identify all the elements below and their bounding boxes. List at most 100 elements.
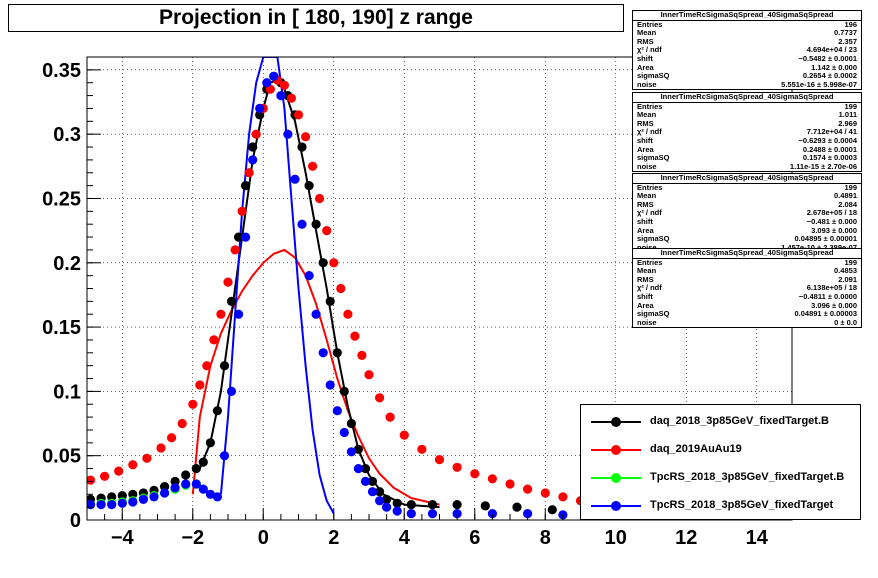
data-point [195, 380, 205, 390]
data-point [117, 498, 127, 508]
data-point [181, 479, 191, 489]
data-point [297, 219, 307, 229]
stat-row: χ² / ndf 7.712e+04 / 41 [633, 128, 861, 137]
data-point [452, 462, 462, 472]
stat-row: χ² / ndf 4.694e+04 / 23 [633, 46, 861, 55]
data-point [364, 370, 374, 380]
data-point [318, 258, 328, 268]
stat-key: RMS [637, 274, 654, 284]
legend-label: daq_2019AuAu19 [650, 443, 742, 455]
stat-row: shift −0.5482 ± 0.0001 [633, 54, 861, 64]
stat-value: 2.678e+05 / 18 [806, 208, 857, 218]
data-point [223, 277, 233, 287]
legend-entry-tpcrs-b: TpcRS_2018_3p85GeV_fixedTarget.B [581, 467, 860, 489]
data-point [353, 464, 363, 474]
data-point [329, 258, 339, 268]
data-point [128, 489, 138, 499]
stat-key: sigmaSQ [637, 234, 670, 244]
stat-key: shift [637, 216, 653, 226]
data-point [293, 110, 304, 120]
data-point [251, 129, 261, 139]
data-point [427, 500, 438, 510]
data-point [325, 296, 335, 306]
stat-row: shift −0.4811 ± 0.0000 [633, 292, 861, 302]
stat-row: Mean 0.4891 [633, 192, 861, 201]
y-tick-label: 0.35 [42, 60, 81, 82]
stat-key: RMS [637, 199, 654, 209]
stat-box: InnerTimeRcSigmaSqSpread_40SigmaSqSpread… [632, 10, 862, 91]
data-point [367, 487, 378, 497]
stat-key: sigmaSQ [637, 309, 670, 319]
data-point [160, 488, 170, 498]
stat-value: 199 [844, 182, 857, 192]
stat-key: sigmaSQ [637, 153, 670, 163]
data-point [212, 492, 222, 502]
data-point [170, 476, 180, 486]
data-point [234, 309, 244, 319]
stat-box-header: InnerTimeRcSigmaSqSpread_40SigmaSqSpread [633, 92, 861, 103]
x-tick-label: 8 [540, 527, 551, 549]
stat-value: 0.04895 ± 0.00001 [794, 234, 857, 244]
x-tick-label: −4 [111, 527, 135, 549]
stat-key: Entries [637, 182, 663, 192]
data-point [360, 464, 371, 474]
stat-box-header: InnerTimeRcSigmaSqSpread_40SigmaSqSpread [633, 10, 861, 21]
y-tick-label: 0 [70, 510, 81, 532]
data-point [301, 132, 311, 142]
stat-row: Area 3.093 ± 0.000 [633, 226, 861, 236]
data-point [332, 406, 342, 416]
series [87, 71, 792, 520]
data-point [318, 348, 328, 358]
stat-value: 199 [844, 257, 857, 267]
stat-value: 196 [844, 19, 857, 29]
stat-row: Area 1.142 ± 0.000 [633, 63, 861, 73]
data-point [138, 494, 148, 504]
data-point [96, 500, 106, 510]
fit-curve [191, 248, 440, 506]
stat-value: 2.091 [838, 274, 857, 284]
legend-marker [611, 445, 621, 455]
stat-key: noise [637, 317, 657, 327]
data-point [382, 502, 392, 512]
data-point [452, 508, 462, 519]
stat-value: 0 ± 0.0 [834, 317, 857, 327]
data-point [350, 331, 360, 341]
x-tick-label: 4 [399, 527, 411, 549]
data-point [149, 492, 159, 502]
stat-key: Area [637, 144, 654, 154]
stat-row: Mean 0.4853 [633, 267, 861, 276]
y-tick-label: 0.25 [42, 188, 81, 210]
stat-value: 3.096 ± 0.000 [811, 300, 857, 310]
data-point [315, 193, 325, 204]
x-tick-label: 12 [675, 527, 697, 549]
stat-key: RMS [637, 36, 654, 46]
data-point [160, 482, 170, 492]
data-point [540, 488, 550, 498]
stat-row: noise 0 ± 0.0 [633, 317, 861, 328]
stat-value: −0.6293 ± 0.0004 [798, 135, 857, 145]
chart-title: Projection in [ 180, 190] z range [159, 6, 473, 29]
stat-key: χ² / ndf [637, 127, 662, 137]
stat-key: Mean [637, 266, 657, 276]
stat-key: sigmaSQ [637, 71, 670, 81]
stat-row: RMS 2.091 [633, 274, 861, 285]
data-point [290, 174, 300, 184]
data-point [311, 219, 321, 229]
stat-key: noise [637, 161, 657, 171]
data-point [385, 412, 395, 422]
stat-key: noise [637, 79, 657, 89]
data-point [406, 508, 416, 519]
data-point [191, 479, 201, 489]
data-point [353, 444, 363, 454]
data-point [226, 296, 237, 306]
data-point [117, 491, 127, 501]
data-point [367, 476, 378, 486]
data-point [357, 350, 367, 360]
data-point [283, 129, 293, 139]
x-tick-label: 2 [328, 527, 339, 549]
stat-key: Entries [637, 19, 663, 29]
stat-key: χ² / ndf [637, 208, 662, 218]
stat-row: sigmaSQ 0.04891 ± 0.00003 [633, 310, 861, 319]
data-point [304, 271, 314, 281]
